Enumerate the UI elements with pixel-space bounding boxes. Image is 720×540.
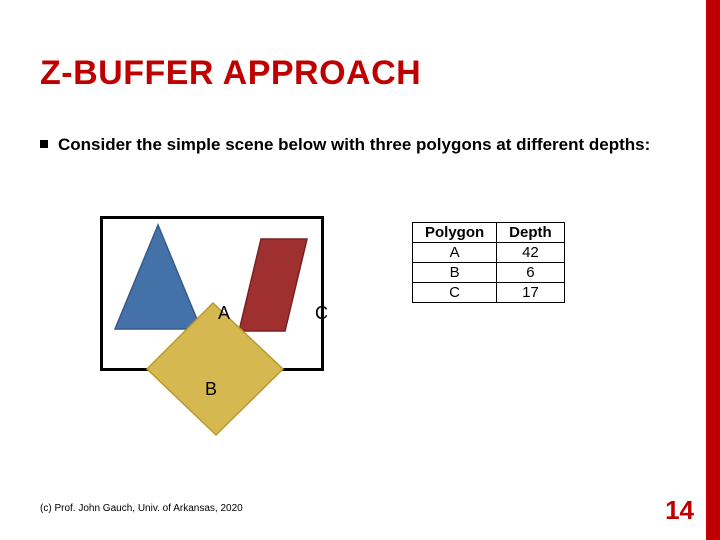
bullet-icon — [40, 140, 48, 148]
table-cell: A — [413, 243, 497, 263]
slide-title: Z-BUFFER APPROACH — [40, 54, 421, 93]
table-cell: B — [413, 263, 497, 283]
footer-credit: (c) Prof. John Gauch, Univ. of Arkansas,… — [40, 503, 243, 514]
table-row: B6 — [413, 263, 565, 283]
table-cell: 17 — [497, 283, 565, 303]
col-polygon: Polygon — [413, 223, 497, 243]
bullet-text: Consider the simple scene below with thr… — [58, 134, 650, 156]
page-number: 14 — [665, 495, 694, 526]
label-b: B — [205, 379, 217, 400]
label-a: A — [218, 303, 230, 324]
depth-table-wrap: Polygon Depth A42B6C17 — [412, 222, 565, 303]
shape-a-triangle — [115, 225, 201, 329]
table-row: C17 — [413, 283, 565, 303]
col-depth: Depth — [497, 223, 565, 243]
label-c: C — [315, 303, 328, 324]
table-cell: 42 — [497, 243, 565, 263]
table-cell: C — [413, 283, 497, 303]
shape-c-parallelogram — [239, 239, 307, 331]
bullet-item: Consider the simple scene below with thr… — [40, 134, 660, 156]
table-header-row: Polygon Depth — [413, 223, 565, 243]
table-row: A42 — [413, 243, 565, 263]
shapes-svg — [103, 219, 327, 439]
table-cell: 6 — [497, 263, 565, 283]
depth-table: Polygon Depth A42B6C17 — [412, 222, 565, 303]
slide: Z-BUFFER APPROACH Consider the simple sc… — [0, 0, 720, 540]
accent-bar — [706, 0, 720, 540]
scene-diagram: A C B — [100, 216, 324, 371]
